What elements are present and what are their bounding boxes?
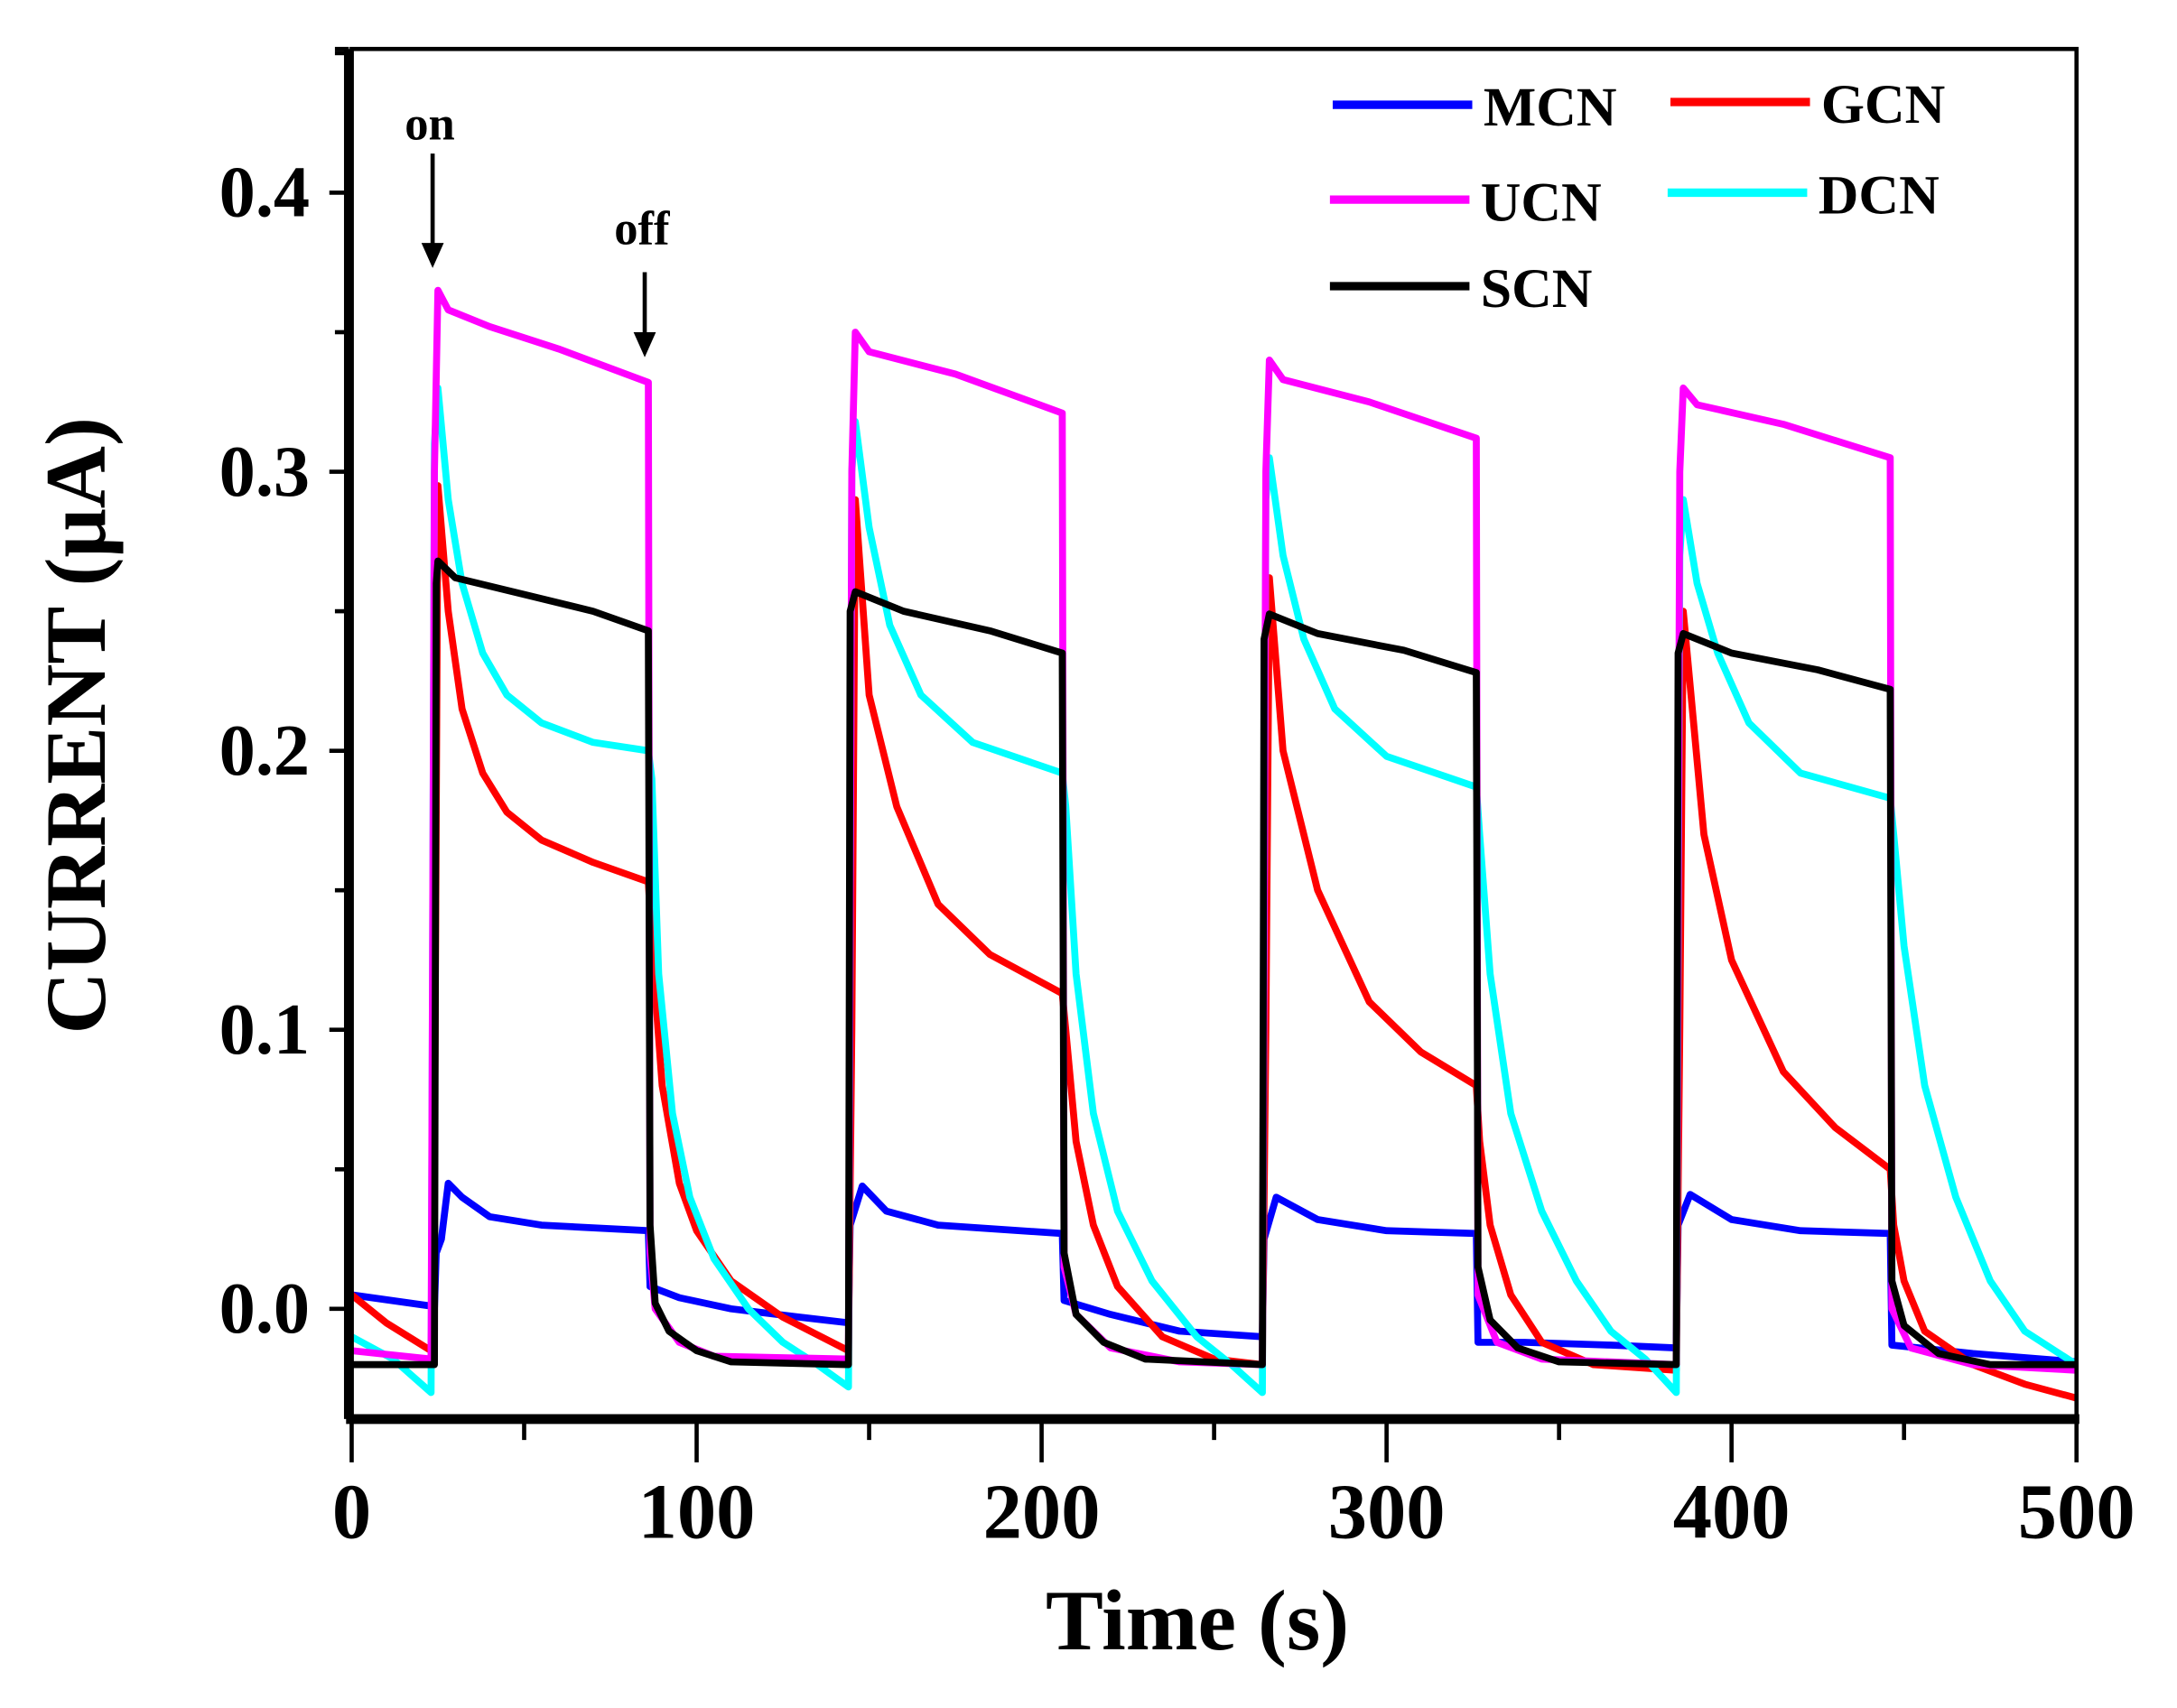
y-tick-label: 0.1 (219, 989, 310, 1070)
legend-label-mcn: MCN (1484, 77, 1617, 138)
annotation-off: off (614, 203, 670, 255)
y-tick-label: 0.4 (219, 153, 310, 233)
annotation-on: on (405, 98, 454, 151)
legend: MCN GCN UCN DCN SCN (1329, 74, 1945, 320)
axes-layer: 0 100 200 300 400 500 0.0 0.1 0.2 0.3 0.4 (219, 46, 2135, 1555)
legend-label-scn: SCN (1481, 258, 1593, 320)
legend-label-ucn: UCN (1481, 172, 1602, 233)
series-line-gcn (349, 482, 2078, 1402)
arrowhead-on-icon (421, 243, 444, 268)
series-line-ucn (351, 286, 2077, 1374)
x-tick-label: 400 (1673, 1468, 1791, 1555)
series-layer (349, 286, 2079, 1402)
annotations: on off (405, 98, 670, 357)
series-line-dcn (349, 384, 2079, 1397)
x-tick-label: 100 (638, 1468, 756, 1555)
x-tick-label: 500 (2018, 1468, 2135, 1555)
x-tick-label: 0 (332, 1468, 371, 1555)
y-tick-label: 0.2 (219, 710, 310, 791)
arrowhead-off-icon (633, 331, 656, 357)
y-axis-title: CURRENT (μA) (28, 417, 124, 1034)
y-tick-label: 0.0 (219, 1268, 310, 1349)
series-line-mcn (350, 1179, 2078, 1366)
x-tick-label: 200 (983, 1468, 1101, 1555)
y-tick-label: 0.3 (219, 432, 310, 512)
x-tick-label: 300 (1328, 1468, 1446, 1555)
plot-frame (349, 46, 2079, 1419)
legend-label-dcn: DCN (1819, 165, 1940, 227)
x-axis-title: Time (s) (1046, 1573, 1349, 1668)
series-line-scn (351, 557, 2077, 1369)
legend-label-gcn: GCN (1821, 74, 1945, 135)
